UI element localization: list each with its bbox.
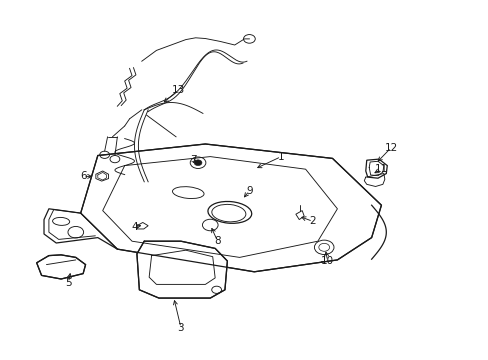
- Text: 12: 12: [384, 143, 397, 153]
- Text: 5: 5: [65, 278, 72, 288]
- Text: 3: 3: [177, 323, 184, 333]
- Polygon shape: [137, 241, 227, 298]
- Text: 6: 6: [80, 171, 86, 181]
- Circle shape: [314, 240, 333, 255]
- Text: 8: 8: [214, 236, 221, 246]
- Text: 7: 7: [189, 155, 196, 165]
- Circle shape: [194, 160, 202, 166]
- Ellipse shape: [172, 187, 203, 198]
- Text: 9: 9: [245, 186, 252, 196]
- Text: 1: 1: [277, 152, 284, 162]
- Polygon shape: [365, 159, 386, 178]
- Text: 4: 4: [131, 222, 138, 232]
- Circle shape: [318, 243, 329, 251]
- Polygon shape: [81, 144, 381, 272]
- Polygon shape: [96, 171, 108, 181]
- Text: 2: 2: [309, 216, 316, 226]
- Circle shape: [190, 157, 205, 168]
- Polygon shape: [137, 222, 148, 229]
- Text: 10: 10: [321, 256, 333, 266]
- Polygon shape: [295, 211, 304, 220]
- Text: 13: 13: [171, 85, 185, 95]
- Ellipse shape: [207, 202, 251, 223]
- Text: 11: 11: [374, 164, 387, 174]
- Polygon shape: [37, 255, 85, 279]
